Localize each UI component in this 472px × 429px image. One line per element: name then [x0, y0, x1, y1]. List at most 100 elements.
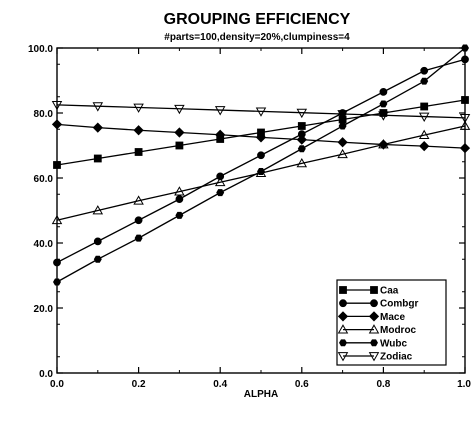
- data-point: [175, 211, 184, 219]
- data-point: [419, 141, 430, 152]
- data-point: [133, 195, 144, 205]
- legend-item-zodiac: Zodiac: [337, 352, 413, 363]
- series-line: [56, 47, 466, 283]
- data-point: [418, 112, 430, 122]
- data-point: [297, 145, 306, 153]
- legend-label: Mace: [380, 312, 405, 323]
- series-combgr: [53, 55, 469, 267]
- x-tick-label: 0.0: [50, 379, 64, 390]
- y-tick-label: 0.0: [39, 369, 53, 380]
- chart-title: GROUPING EFFICIENCY: [164, 11, 351, 28]
- legend-box: [336, 279, 447, 366]
- data-point: [93, 237, 102, 246]
- x-tick-label: 0.2: [132, 379, 146, 390]
- chart-subtitle: #parts=100,density=20%,clumpiness=4: [164, 32, 350, 43]
- data-point: [296, 157, 308, 168]
- data-point: [214, 176, 226, 187]
- data-point: [459, 142, 471, 154]
- legend-marker: [339, 286, 347, 294]
- data-point: [134, 234, 143, 242]
- data-point: [134, 148, 143, 156]
- legend-item-modroc: Modroc: [337, 324, 417, 336]
- data-point: [216, 172, 225, 181]
- legend-marker: [370, 339, 378, 347]
- data-point: [379, 87, 388, 96]
- legend-marker: [339, 339, 347, 347]
- series-zodiac: [51, 100, 471, 124]
- data-point: [459, 113, 471, 124]
- legend-label: Caa: [380, 286, 399, 297]
- data-point: [297, 122, 306, 130]
- data-point: [338, 115, 347, 124]
- data-point: [337, 137, 348, 148]
- data-point: [175, 141, 184, 150]
- data-point: [420, 102, 429, 111]
- legend-item-wubc: Wubc: [339, 338, 407, 349]
- data-point: [378, 111, 389, 121]
- data-point: [174, 186, 185, 196]
- y-axis: 0.0 20.0 40.0 60.0 80.0 100.0: [28, 44, 465, 380]
- legend-label: Combgr: [380, 299, 418, 310]
- legend-marker: [337, 352, 349, 362]
- legend-label: Modroc: [380, 325, 417, 336]
- data-point: [418, 129, 430, 139]
- y-tick-label: 100.0: [28, 44, 53, 55]
- data-point: [133, 103, 144, 113]
- series-mace: [51, 119, 471, 154]
- series-layer: [51, 44, 471, 286]
- legend-marker: [368, 311, 380, 322]
- data-point: [296, 134, 307, 145]
- legend-marker: [337, 311, 349, 322]
- data-point: [257, 151, 265, 160]
- data-point: [92, 122, 103, 133]
- legend-marker: [370, 286, 378, 294]
- legend-label: Wubc: [380, 338, 407, 349]
- x-axis-label: ALPHA: [244, 389, 278, 400]
- data-point: [255, 107, 267, 117]
- data-point: [459, 120, 471, 130]
- data-point: [133, 125, 144, 136]
- y-tick-label: 20.0: [34, 304, 54, 315]
- data-point: [51, 100, 63, 111]
- data-point: [93, 154, 102, 163]
- data-point: [51, 119, 63, 130]
- x-tick-label: 0.6: [295, 379, 309, 390]
- data-point: [92, 205, 104, 215]
- data-point: [53, 161, 61, 169]
- data-point: [378, 139, 389, 149]
- data-point: [338, 122, 347, 130]
- x-tick-label: 0.8: [376, 379, 390, 390]
- data-point: [215, 129, 226, 140]
- data-point: [461, 96, 469, 104]
- data-point: [53, 258, 61, 267]
- series-line: [56, 104, 466, 119]
- data-point: [420, 77, 429, 85]
- legend: Caa Combgr Mace Modroc Wubc Zodiac: [336, 279, 447, 366]
- series-wubc: [53, 44, 469, 286]
- x-tick-label: 0.4: [213, 379, 227, 390]
- data-point: [337, 148, 348, 159]
- legend-marker: [339, 299, 347, 308]
- series-line: [56, 58, 466, 264]
- legend-marker: [337, 324, 349, 334]
- y-tick-label: 40.0: [34, 239, 54, 250]
- data-point: [93, 255, 102, 263]
- data-point: [461, 55, 469, 64]
- data-point: [175, 195, 184, 204]
- legend-item-mace: Mace: [337, 311, 405, 323]
- legend-marker: [370, 299, 378, 308]
- data-point: [257, 168, 265, 175]
- data-point: [296, 108, 308, 119]
- legend-marker: [368, 324, 380, 334]
- data-point: [420, 66, 429, 75]
- data-point: [53, 278, 61, 286]
- data-point: [461, 44, 469, 52]
- y-tick-label: 80.0: [34, 109, 54, 120]
- data-point: [134, 216, 143, 225]
- data-point: [174, 127, 185, 138]
- data-point: [214, 106, 226, 116]
- legend-item-combgr: Combgr: [339, 299, 418, 310]
- data-point: [174, 104, 185, 115]
- data-point: [92, 102, 104, 112]
